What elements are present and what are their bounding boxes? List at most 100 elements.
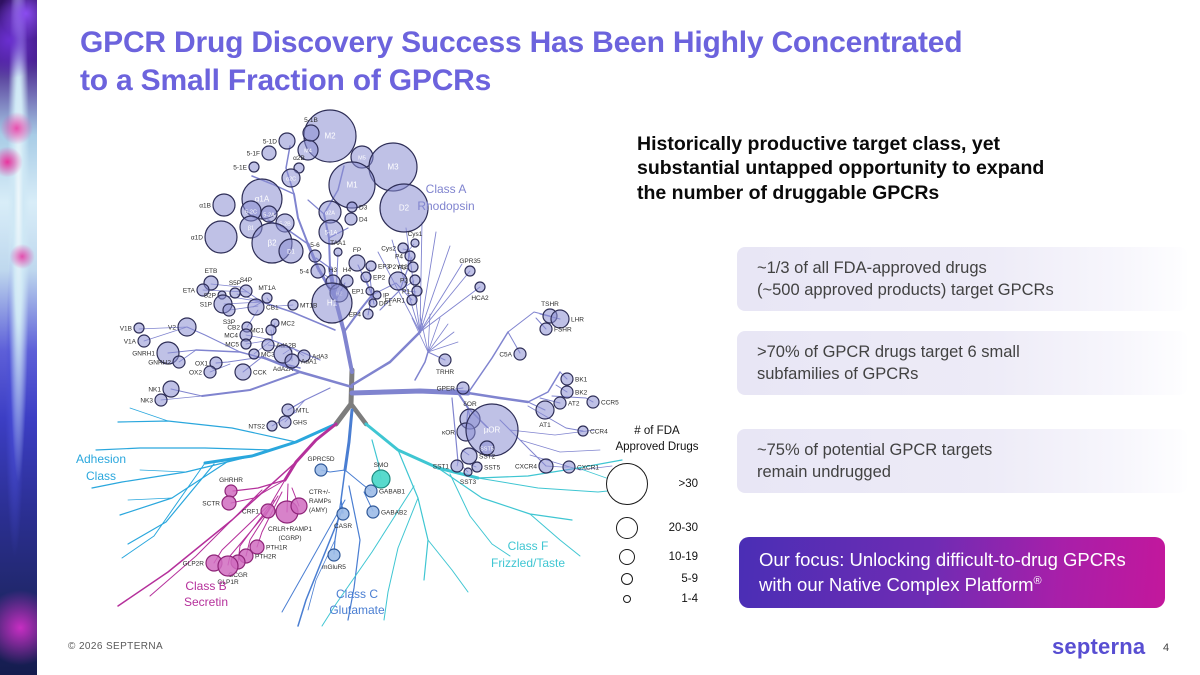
tree-node-label: β2 <box>267 239 277 248</box>
tree-node-label: TRHR <box>436 369 454 376</box>
stat-box-text: >70% of GPCR drugs target 6 small subfam… <box>757 341 1020 386</box>
tree-node-label: AdA1 <box>301 359 317 366</box>
tree-node-label: α2B <box>293 155 305 162</box>
focus-line2: with our Native Complex Platform® <box>759 573 1165 598</box>
tree-node <box>248 348 260 360</box>
stat-box-fda-approved: ~1/3 of all FDA-approved drugs (~500 app… <box>737 247 1187 311</box>
tree-node <box>278 415 292 429</box>
tree-node <box>240 338 252 350</box>
tree-node-label: H1 <box>327 299 338 308</box>
tree-node-label: GPRC5D <box>307 456 334 463</box>
tree-branch <box>477 459 623 479</box>
tree-node <box>463 467 473 477</box>
tree-node-label: GABAB2 <box>381 510 407 517</box>
tree-node <box>379 183 429 233</box>
tree-node-label: FSHR <box>554 327 572 334</box>
tree-node-label: GABAB1 <box>379 489 405 496</box>
tree-node-label: AdA3 <box>312 354 328 361</box>
tree-node <box>247 298 265 316</box>
tree-node <box>137 334 151 348</box>
focus-line1-text: Our focus: Unlocking difficult-to-drug G… <box>759 548 1126 570</box>
tree-branch <box>427 323 449 353</box>
legend-row: >30 <box>598 463 716 506</box>
tree-branch <box>91 455 253 489</box>
tree-branch <box>427 539 469 593</box>
tree-branch <box>343 408 354 472</box>
tree-node <box>362 308 374 320</box>
tree-node-label: SCTR <box>202 501 220 508</box>
tree-node <box>410 238 420 248</box>
tree-branch <box>210 283 263 303</box>
tree-node <box>368 298 378 308</box>
tree-node-label: CXCR1 <box>577 465 599 472</box>
tree-node <box>278 132 296 150</box>
focus-line2-text: with our Native Complex Platform <box>759 573 1034 595</box>
tree-node-label: CASR <box>334 523 352 530</box>
tree-node <box>284 353 300 369</box>
legend-row: 20-30 <box>598 517 716 540</box>
tree-node-label: GPR35 <box>459 258 481 265</box>
tree-text-label: Rhodopsin <box>417 199 474 213</box>
tree-node <box>318 219 344 245</box>
tree-node-label: IP <box>383 293 389 300</box>
legend-label: 10-19 <box>668 551 698 564</box>
tree-node-label: GHRHR <box>219 477 243 484</box>
tree-node-label: µOR <box>484 426 501 435</box>
tree-branch <box>281 499 346 613</box>
tree-text-label: Class <box>86 469 116 483</box>
tree-node-label: H4 <box>343 267 352 274</box>
tree-branch <box>414 351 429 381</box>
tree-node-label: P4 <box>395 254 403 261</box>
tree-node-label: M1 <box>346 181 358 190</box>
tree-node-label: MC4 <box>224 333 238 340</box>
slide-title: GPCR Drug Discovery Success Has Been Hig… <box>80 24 1180 100</box>
tree-node <box>311 282 353 324</box>
tree-node <box>260 503 276 519</box>
tree-node <box>538 458 554 474</box>
tree-node-label: GHS <box>293 420 308 427</box>
tree-node <box>308 249 322 263</box>
tree-text-label: Glutamate <box>329 603 385 617</box>
tree-node-label: H3 <box>329 267 338 274</box>
tree-node <box>209 356 223 370</box>
slide-title-line1: GPCR Drug Discovery Success Has Been Hig… <box>80 26 963 59</box>
tree-node-label: V1A <box>124 339 137 346</box>
tree-branch <box>343 294 373 333</box>
tree-node-label: Cys1 <box>408 231 423 238</box>
tree-node <box>346 201 358 213</box>
tree-branch <box>466 391 530 404</box>
tree-branch <box>117 420 297 443</box>
tree-node-label: SST3 <box>460 479 477 486</box>
tree-node <box>471 461 483 473</box>
tree-node-label: M4 <box>304 149 312 155</box>
tree-node-label: OX1 <box>195 361 208 368</box>
tree-node-label: M5 <box>358 156 366 162</box>
tree-node <box>365 260 377 272</box>
tree-node-label: CB1 <box>266 305 279 312</box>
tree-node <box>327 548 341 562</box>
tree-node <box>204 220 238 254</box>
tree-node <box>290 497 308 515</box>
tree-node <box>222 303 236 317</box>
tree-node-label: S5P <box>229 280 241 287</box>
tree-text-label: (CGRP) <box>278 535 301 542</box>
tree-node <box>261 145 277 161</box>
tree-node-label: 5-4 <box>300 269 310 276</box>
focus-line1: Our focus: Unlocking difficult-to-drug G… <box>759 548 1165 573</box>
tree-branch <box>139 469 187 473</box>
tree-node-label: GLP2R <box>183 561 205 568</box>
tree-node <box>336 507 350 521</box>
tree-node-label: 5-1E <box>233 165 247 172</box>
tree-node <box>212 193 236 217</box>
slide-title-line2: to a Small Fraction of GPCRs <box>80 64 492 98</box>
tree-node <box>266 420 278 432</box>
heading-line3: the number of druggable GPCRs <box>637 181 940 204</box>
tree-branch <box>419 314 429 353</box>
tree-node-label: 5-1D <box>263 139 277 146</box>
tree-branch <box>427 341 459 353</box>
septerna-logo: septerna <box>1052 634 1146 659</box>
tree-branch <box>321 485 415 627</box>
tree-branch <box>427 317 441 353</box>
tree-node <box>474 281 486 293</box>
registered-mark: ® <box>1033 574 1042 587</box>
